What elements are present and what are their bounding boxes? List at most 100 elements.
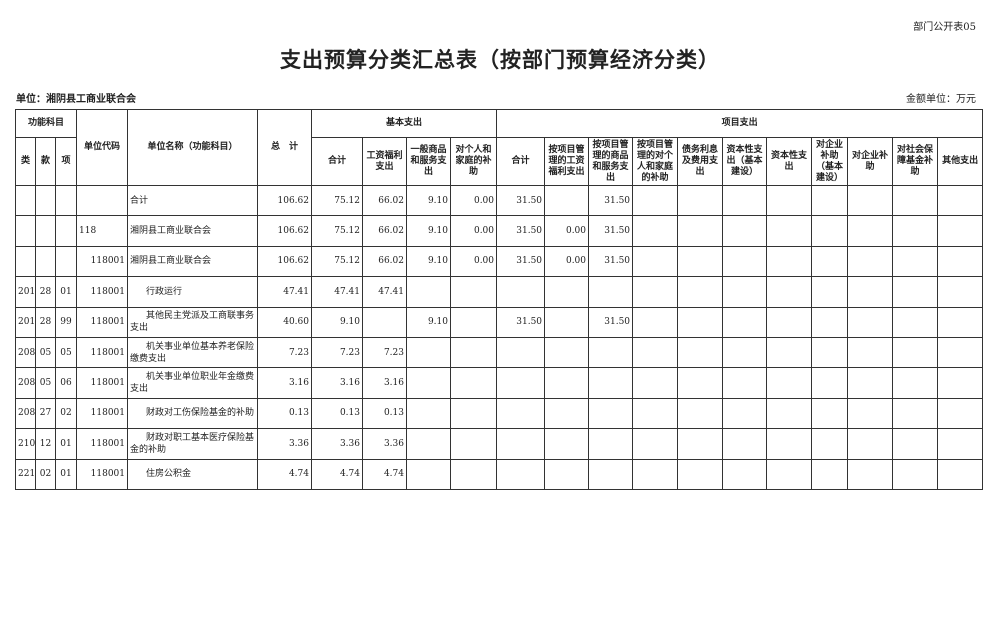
kuan-cell: 05 [35, 367, 56, 399]
code-cell: 118001 [76, 306, 128, 338]
code-cell: 118001 [76, 428, 128, 460]
amount-cell [677, 184, 724, 217]
name-cell: 住房公积金 [127, 458, 258, 490]
amount-cell [937, 215, 984, 247]
name-cell: 财政对工伤保险基金的补助 [127, 397, 258, 430]
amount-cell [766, 336, 813, 369]
amount-cell [588, 276, 634, 308]
amount-cell [677, 336, 724, 369]
amount-cell: 106.62 [257, 215, 312, 247]
amount-cell [811, 215, 849, 247]
amount-cell [677, 367, 724, 399]
amount-cell [449, 276, 498, 308]
header-code: 单位代码 [76, 109, 128, 186]
amount-cell [496, 367, 546, 399]
lei-cell: 201 [15, 276, 36, 308]
amount-cell [937, 276, 984, 308]
amount-cell [892, 336, 939, 369]
amount-unit-label: 金额单位：万元 [906, 94, 976, 105]
xiang-cell: 02 [55, 397, 77, 430]
header-project-col: 对企业补助（基本建设） [811, 137, 849, 186]
xiang-cell: 05 [55, 336, 77, 369]
code-cell: 118001 [76, 245, 128, 278]
amount-cell: 31.50 [588, 306, 634, 338]
amount-cell [892, 397, 939, 430]
lei-cell: 208 [15, 397, 36, 430]
amount-cell [632, 276, 679, 308]
amount-cell [722, 306, 768, 338]
amount-cell: 0.00 [449, 184, 498, 217]
amount-cell [677, 458, 724, 490]
amount-cell [496, 276, 546, 308]
amount-cell [588, 458, 634, 490]
amount-cell: 9.10 [406, 184, 451, 217]
amount-cell [811, 245, 849, 278]
amount-cell: 7.23 [311, 336, 363, 369]
amount-cell [406, 367, 451, 399]
amount-cell [766, 276, 813, 308]
code-cell [76, 184, 128, 217]
amount-cell: 9.10 [406, 306, 451, 338]
amount-cell: 47.41 [362, 276, 407, 308]
amount-cell [892, 184, 939, 217]
amount-cell: 9.10 [311, 306, 363, 338]
amount-cell [449, 428, 498, 460]
kuan-cell: 28 [35, 276, 56, 308]
amount-cell [588, 367, 634, 399]
amount-cell: 31.50 [588, 215, 634, 247]
amount-cell [496, 336, 546, 369]
name-cell: 机关事业单位基本养老保险缴费支出 [127, 336, 258, 369]
amount-cell [677, 215, 724, 247]
amount-cell: 4.74 [311, 458, 363, 490]
table-row: 201 28 01 118001 行政运行 47.41 47.41 47.41 [15, 276, 984, 308]
amount-cell: 106.62 [257, 184, 312, 217]
amount-cell [722, 215, 768, 247]
lei-cell: 208 [15, 336, 36, 369]
header-basic-col: 对个人和家庭的补助 [449, 137, 498, 186]
lei-cell: 221 [15, 458, 36, 490]
table-row: 合计 106.62 75.12 66.02 9.10 0.00 31.50 31.50 [15, 184, 984, 217]
amount-cell [677, 397, 724, 430]
amount-cell [766, 245, 813, 278]
amount-cell [937, 458, 984, 490]
amount-cell: 3.36 [257, 428, 312, 460]
amount-cell [406, 336, 451, 369]
amount-cell: 7.23 [257, 336, 312, 369]
xiang-cell: 06 [55, 367, 77, 399]
amount-cell [892, 458, 939, 490]
kuan-cell: 27 [35, 397, 56, 430]
name-cell: 财政对职工基本医疗保险基金的补助 [127, 428, 258, 460]
code-cell: 118001 [76, 336, 128, 369]
amount-cell [677, 245, 724, 278]
code-cell: 118 [76, 215, 128, 247]
amount-cell [544, 397, 590, 430]
xiang-cell: 01 [55, 428, 77, 460]
page-title: 支出预算分类汇总表（按部门预算经济分类） [280, 48, 720, 72]
amount-cell: 75.12 [311, 184, 363, 217]
amount-cell [892, 428, 939, 460]
header-total: 总 计 [257, 109, 312, 186]
amount-cell [496, 397, 546, 430]
amount-cell [892, 276, 939, 308]
amount-cell [811, 336, 849, 369]
xiang-cell [55, 215, 77, 247]
amount-cell [722, 397, 768, 430]
amount-cell [632, 397, 679, 430]
kuan-cell: 05 [35, 336, 56, 369]
code-cell: 118001 [76, 458, 128, 490]
amount-cell: 4.74 [257, 458, 312, 490]
xiang-cell [55, 184, 77, 217]
amount-cell [847, 306, 894, 338]
kuan-cell [35, 184, 56, 217]
amount-cell [722, 336, 768, 369]
amount-cell [847, 336, 894, 369]
table-row: 118 湘阴县工商业联合会 106.62 75.12 66.02 9.10 0.00 31.5… [15, 215, 984, 247]
amount-cell: 9.10 [406, 245, 451, 278]
name-cell: 湘阴县工商业联合会 [127, 245, 258, 278]
amount-cell: 66.02 [362, 245, 407, 278]
table-row: 210 12 01 118001 财政对职工基本医疗保险基金的补助 3.36 3.36 3.3… [15, 428, 984, 460]
amount-cell: 7.23 [362, 336, 407, 369]
amount-cell [811, 458, 849, 490]
amount-cell [588, 428, 634, 460]
amount-cell: 106.62 [257, 245, 312, 278]
